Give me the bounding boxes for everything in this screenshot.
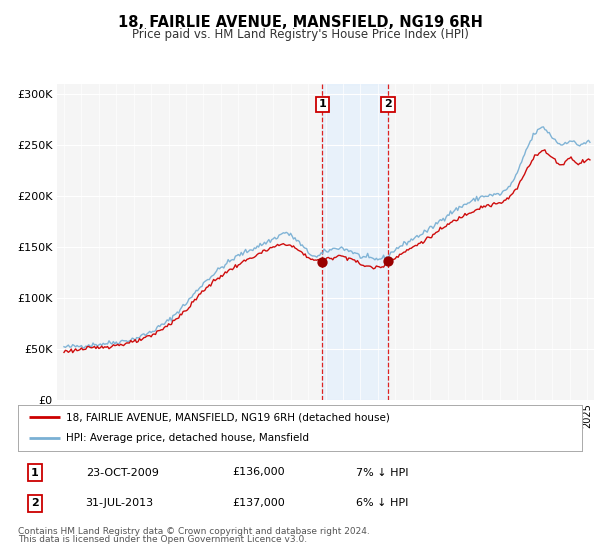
Text: This data is licensed under the Open Government Licence v3.0.: This data is licensed under the Open Gov… — [18, 535, 307, 544]
Text: Contains HM Land Registry data © Crown copyright and database right 2024.: Contains HM Land Registry data © Crown c… — [18, 528, 370, 536]
Text: 7% ↓ HPI: 7% ↓ HPI — [356, 468, 409, 478]
Text: 6% ↓ HPI: 6% ↓ HPI — [356, 498, 409, 508]
Point — [317, 257, 327, 266]
Text: 1: 1 — [31, 468, 39, 478]
Text: £137,000: £137,000 — [232, 498, 285, 508]
Text: 31-JUL-2013: 31-JUL-2013 — [86, 498, 154, 508]
Text: £136,000: £136,000 — [232, 468, 285, 478]
Text: Price paid vs. HM Land Registry's House Price Index (HPI): Price paid vs. HM Land Registry's House … — [131, 28, 469, 41]
Text: 18, FAIRLIE AVENUE, MANSFIELD, NG19 6RH: 18, FAIRLIE AVENUE, MANSFIELD, NG19 6RH — [118, 15, 482, 30]
Text: 2: 2 — [31, 498, 39, 508]
Point — [383, 256, 393, 265]
Text: 2: 2 — [384, 100, 392, 109]
Text: 23-OCT-2009: 23-OCT-2009 — [86, 468, 158, 478]
Bar — [322, 84, 388, 400]
Text: HPI: Average price, detached house, Mansfield: HPI: Average price, detached house, Mans… — [66, 433, 309, 444]
Text: 1: 1 — [319, 100, 326, 109]
Text: 18, FAIRLIE AVENUE, MANSFIELD, NG19 6RH (detached house): 18, FAIRLIE AVENUE, MANSFIELD, NG19 6RH … — [66, 412, 390, 422]
